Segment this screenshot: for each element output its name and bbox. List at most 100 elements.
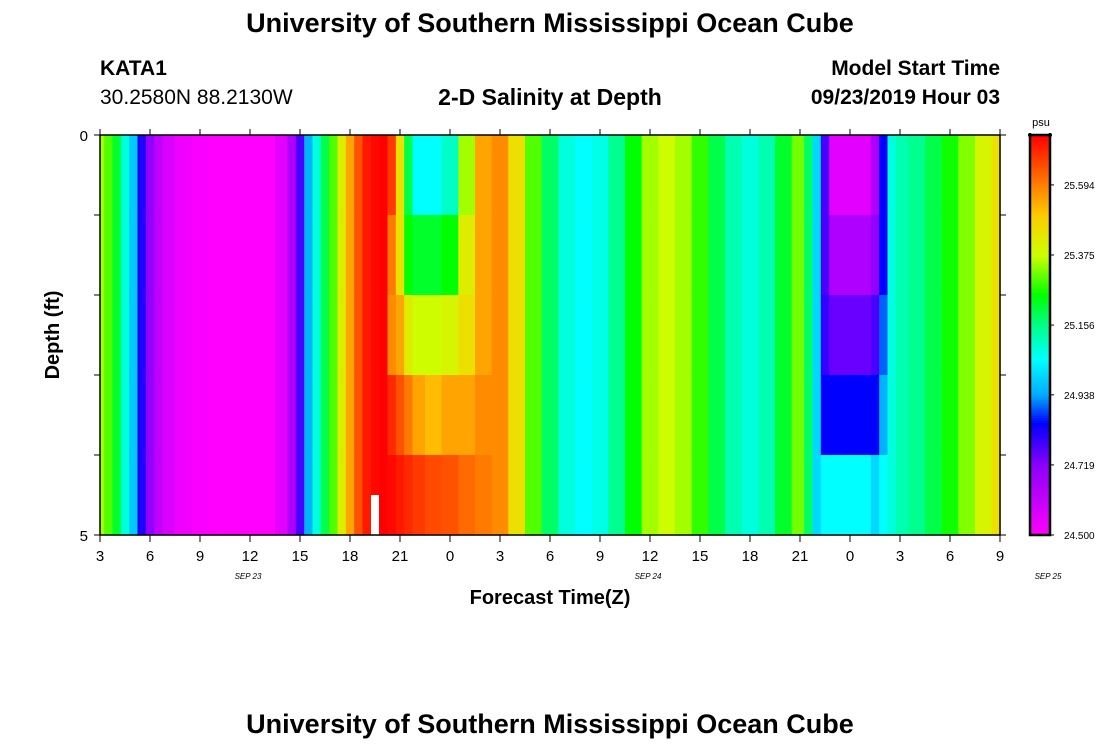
heatmap-cell: [137, 455, 147, 536]
heatmap-cell: [775, 215, 793, 296]
heatmap-cell: [558, 455, 576, 536]
heatmap-cell: [225, 215, 243, 296]
colorbar-segment: [1030, 357, 1050, 361]
heatmap-cell: [941, 215, 959, 296]
colorbar-segment: [1030, 455, 1050, 459]
colorbar-segment: [1030, 345, 1050, 349]
heatmap-cell: [129, 135, 139, 216]
heatmap-cell: [558, 295, 576, 376]
heatmap-cell: [412, 455, 426, 536]
x-tick-label: 3: [96, 548, 104, 565]
heatmap-cell: [858, 375, 872, 456]
heatmap-cell: [241, 295, 259, 376]
heatmap-cell: [387, 295, 397, 376]
heatmap-cell: [337, 375, 347, 456]
heatmap-cell: [295, 215, 305, 296]
heatmap-cell: [558, 135, 576, 216]
colorbar-segment: [1030, 230, 1050, 234]
colorbar-tick-label: 24.500: [1064, 531, 1095, 542]
heatmap-cell: [895, 295, 909, 376]
colorbar-segment: [1030, 387, 1050, 391]
x-tick-label: 0: [446, 548, 454, 565]
colorbar-segment: [1030, 160, 1050, 164]
colorbar-segment: [1030, 220, 1050, 224]
colorbar-segment: [1030, 137, 1050, 141]
colorbar-segment: [1030, 147, 1050, 151]
heatmap-cell: [275, 215, 289, 296]
heatmap-cell: [208, 295, 226, 376]
heatmap-cell: [304, 375, 314, 456]
heatmap-cell: [304, 455, 314, 536]
heatmap-cell: [345, 135, 355, 216]
heatmap-cell: [362, 295, 372, 376]
colorbar-segment: [1030, 185, 1050, 189]
heatmap-cell: [379, 375, 389, 456]
heatmap-cell: [991, 295, 1001, 376]
heatmap-cell: [841, 375, 859, 456]
heatmap-cell: [379, 135, 389, 216]
heatmap-cell: [329, 375, 339, 456]
x-tick-label: 9: [996, 548, 1004, 565]
heatmap-cell: [908, 215, 926, 296]
heatmap-cell: [345, 215, 355, 296]
heatmap-cell: [675, 375, 693, 456]
chart-title: University of Southern Mississippi Ocean…: [246, 8, 854, 38]
heatmap-cell: [870, 215, 880, 296]
colorbar-segment: [1030, 425, 1050, 429]
colorbar-segment: [1030, 370, 1050, 374]
x-tick-label: 15: [292, 548, 309, 565]
colorbar-segment: [1030, 162, 1050, 166]
model-start-time: 09/23/2019 Hour 03: [810, 86, 1000, 109]
heatmap-cell: [208, 375, 226, 456]
heatmap-cell: [225, 135, 243, 216]
heatmap-cell: [458, 215, 476, 296]
colorbar-segment: [1030, 367, 1050, 371]
heatmap-cell: [312, 295, 322, 376]
heatmap-cell: [225, 295, 243, 376]
heatmap-cell: [370, 295, 380, 376]
heatmap-cell: [100, 215, 105, 296]
heatmap-cell: [162, 135, 176, 216]
colorbar-segment: [1030, 397, 1050, 401]
heatmap-cell: [329, 455, 339, 536]
heatmap-cell: [162, 295, 176, 376]
heatmap-cell: [104, 215, 114, 296]
colorbar-segment: [1030, 482, 1050, 486]
colorbar-tick-label: 24.719: [1064, 461, 1095, 472]
heatmap-cell: [608, 295, 626, 376]
x-axis-label: Forecast Time(Z): [470, 587, 631, 609]
heatmap-cell: [870, 295, 880, 376]
heatmap-cell: [958, 215, 976, 296]
colorbar-segment: [1030, 470, 1050, 474]
colorbar-segment: [1030, 145, 1050, 149]
heatmap-cell: [425, 295, 443, 376]
heatmap-cell: [425, 375, 443, 456]
heatmap-cell: [275, 295, 289, 376]
colorbar-segment: [1030, 440, 1050, 444]
heatmap-cell: [295, 375, 305, 456]
heatmap-cell: [975, 455, 993, 536]
heatmap-cell: [870, 135, 880, 216]
x-tick-label: 0: [846, 548, 854, 565]
colorbar-segment: [1030, 265, 1050, 269]
colorbar-frame: [1028, 133, 1052, 537]
heatmap-cell: [329, 295, 339, 376]
heatmap-cell: [820, 455, 830, 536]
heatmap-cell: [691, 215, 709, 296]
y-tick-label: 0: [80, 128, 88, 145]
colorbar-segment: [1030, 385, 1050, 389]
colorbar-segment: [1030, 530, 1050, 534]
heatmap-cell: [320, 295, 330, 376]
heatmap-cell: [379, 215, 389, 296]
heatmap-cell: [412, 375, 426, 456]
colorbar-segment: [1030, 335, 1050, 339]
heatmap-cell: [425, 135, 443, 216]
heatmap-cell: [641, 215, 659, 296]
heatmap-cell: [258, 215, 276, 296]
heatmap-cell: [441, 375, 459, 456]
heatmap-cell: [508, 375, 526, 456]
heatmap-cell: [387, 455, 397, 536]
heatmap-cell: [100, 375, 105, 456]
heatmap-cell: [354, 295, 364, 376]
heatmap-cell: [541, 135, 559, 216]
